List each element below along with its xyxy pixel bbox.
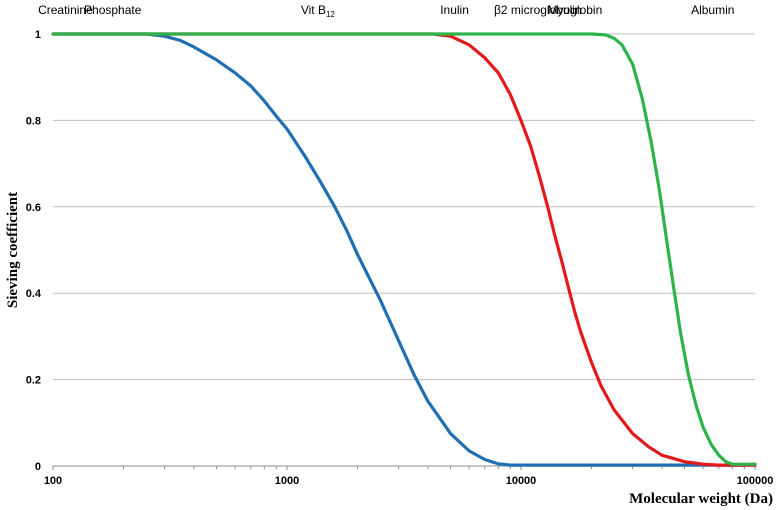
marker-label: β2 microglobulin: [494, 3, 582, 17]
y-tick-label: 0.8: [26, 115, 41, 127]
y-tick-label: 0: [35, 461, 41, 473]
marker-label: Creatinine: [38, 3, 93, 17]
marker-label-main: Phosphate: [84, 3, 142, 17]
marker-label-main: β2 microglobulin: [494, 3, 582, 17]
y-tick-label: 0.4: [26, 288, 42, 300]
marker-label-main: Albumin: [691, 3, 734, 17]
series-line-3: [51, 32, 757, 466]
x-tick-labels: 100 1000 10000 100000: [44, 466, 774, 487]
y-tick-label: 0.2: [26, 375, 41, 387]
y-tick-label: 0.6: [26, 202, 41, 214]
x-tick-label: 100: [44, 475, 62, 487]
marker-label-main: Inulin: [440, 3, 469, 17]
x-axis-title: Molecular weight (Da): [629, 491, 773, 507]
series-lines: [51, 32, 757, 467]
series-line-2: [51, 32, 757, 467]
marker-label: Albumin: [691, 3, 734, 17]
y-tick-labels: 0 0.2 0.4 0.6 0.8 1: [26, 29, 42, 473]
marker-label-main: Vit B: [301, 3, 326, 17]
marker-label: Myoglobin: [548, 3, 603, 17]
marker-label-main: Creatinine: [38, 3, 93, 17]
grid-lines: [53, 33, 755, 381]
y-tick-label: 1: [35, 29, 41, 41]
x-tick-label: 1000: [275, 475, 299, 487]
y-axis-title: Sieving coefficient: [5, 192, 21, 308]
marker-label: Vit B12: [301, 3, 336, 19]
marker-label: Inulin: [440, 3, 469, 17]
series-line-1: [51, 32, 757, 467]
marker-label: Phosphate: [84, 3, 142, 17]
marker-label-main: Myoglobin: [548, 3, 603, 17]
x-tick-label: 100000: [737, 475, 774, 487]
marker-label-subscript: 12: [326, 10, 335, 19]
x-tick-label: 10000: [506, 475, 537, 487]
